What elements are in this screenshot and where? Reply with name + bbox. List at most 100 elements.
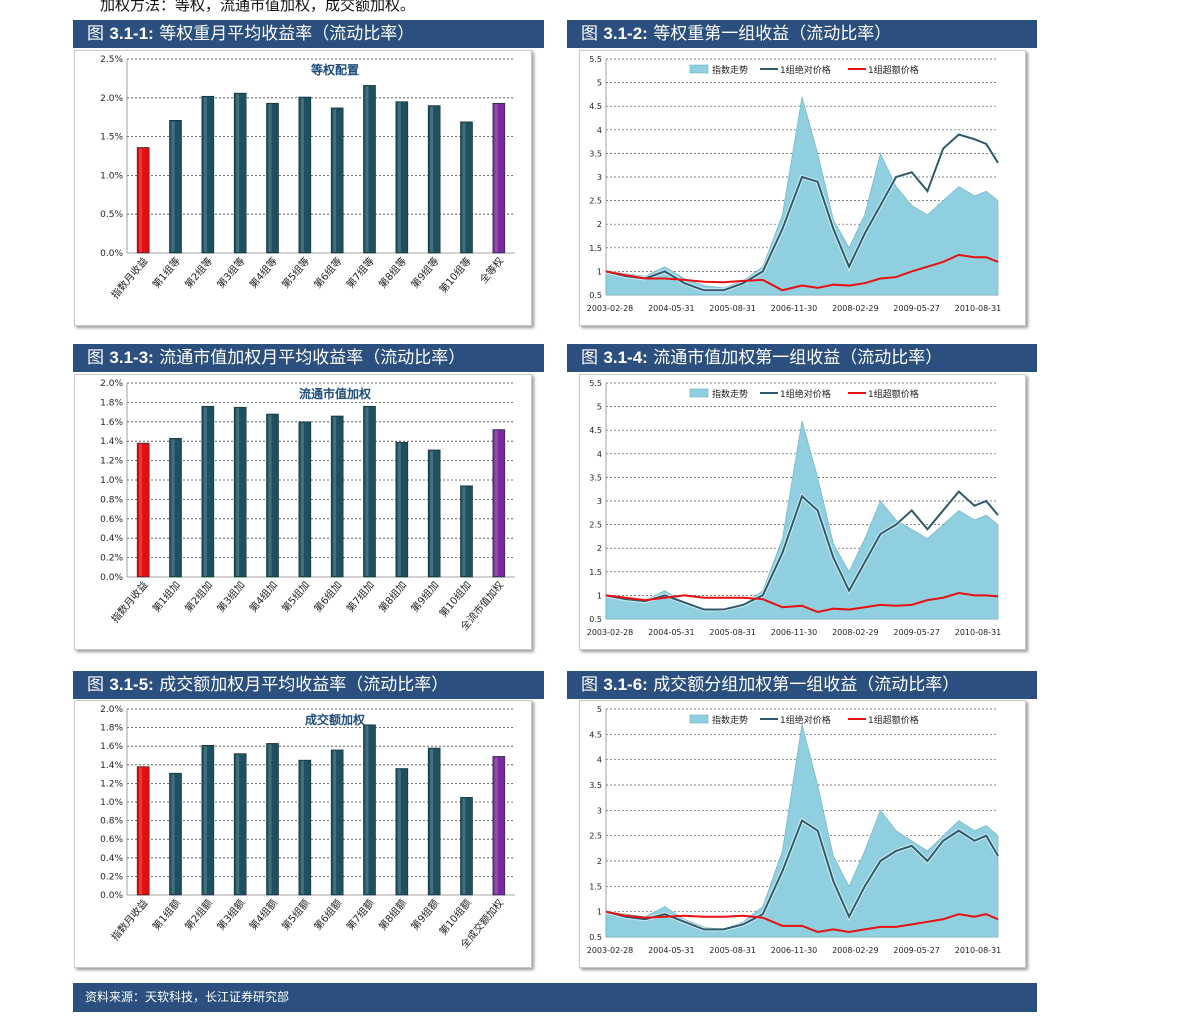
x-tick-label: 2006-11-30: [771, 304, 818, 313]
figure-title: 成交额分组加权第一组收益（流动比率）: [647, 675, 960, 695]
x-tick-label: 第7组加: [343, 579, 376, 615]
y-tick-label: 0.5: [589, 615, 602, 624]
y-tick-label: 1.2%: [100, 779, 123, 789]
bar: [395, 768, 409, 896]
bar: [363, 85, 376, 254]
x-tick-label: 第5组加: [279, 579, 312, 615]
bar: [395, 101, 409, 254]
x-tick-label: 2003-02-28: [587, 304, 634, 313]
bar: [395, 441, 409, 578]
figure-title: 等权重第一组收益（流动比率）: [647, 24, 892, 44]
chart-title: 流通市值加权: [299, 386, 372, 401]
bar-highlight: [268, 744, 272, 894]
bar: [363, 724, 376, 896]
bar-highlight: [494, 104, 498, 252]
y-tick-label: 1.5: [589, 882, 602, 891]
x-tick-label: 第8组加: [376, 579, 409, 615]
bar-highlight: [203, 97, 207, 252]
chart-title: 等权配置: [310, 62, 359, 77]
bar: [460, 121, 473, 254]
y-tick-label: 1.0%: [100, 798, 123, 808]
x-tick-label: 第9组额: [408, 897, 441, 933]
bar-highlight: [365, 86, 369, 252]
bar-highlight: [203, 746, 207, 894]
x-tick-label: 全等权: [477, 255, 506, 286]
bar: [169, 120, 182, 254]
x-tick-label: 第10组额: [436, 897, 473, 938]
x-tick-label: 2008-02-29: [832, 628, 879, 637]
y-tick-label: 2: [597, 220, 602, 229]
x-tick-label: 第7组等: [343, 255, 376, 291]
bar: [492, 102, 506, 254]
line-chart-equal-weight: 0.5 1 1.5 2 2.5 3 3.5 4 4.5 5 5.5 2003-02-28 2004-05…: [587, 55, 1002, 313]
x-tick-label: 指数月收益: [108, 897, 150, 944]
bar: [266, 743, 279, 896]
bar-highlight: [300, 761, 304, 894]
bar: [460, 797, 473, 896]
y-tick-label: 1.6%: [100, 418, 123, 428]
figure-number: 3.1-4:: [603, 348, 648, 367]
figure-header-6: 图 3.1-6: 成交额分组加权第一组收益（流动比率）: [567, 671, 1037, 699]
y-tick-label: 2.0%: [100, 705, 123, 715]
bar-highlight: [365, 407, 369, 576]
bar: [460, 485, 473, 578]
y-tick-label: 1: [597, 591, 602, 600]
bar-highlight: [268, 104, 272, 252]
bar-highlight: [171, 121, 175, 252]
bar-highlight: [397, 443, 401, 576]
y-tick-label: 3: [597, 497, 602, 506]
y-tick-label: 1.0%: [100, 476, 123, 486]
figure-number: 3.1-2:: [603, 24, 648, 43]
y-tick-label: 2.5: [589, 521, 602, 530]
x-tick-label: 2005-08-31: [709, 946, 756, 955]
y-tick-label: 0.0%: [100, 249, 123, 259]
y-tick-label: 0.2%: [100, 554, 123, 564]
y-tick-label: 5.5: [589, 55, 602, 64]
y-tick-label: 1.4%: [100, 761, 123, 771]
y-tick-label: 0.6%: [100, 515, 123, 525]
y-tick-label: 3: [597, 173, 602, 182]
y-tick-label: 0.5: [589, 291, 602, 300]
figure-number: 3.1-6:: [603, 675, 648, 694]
figure-number: 3.1-3:: [109, 348, 154, 367]
bar-highlight: [236, 408, 240, 576]
bar-chart-panel-5: 0.0% 0.2% 0.4% 0.6% 0.8% 1.0% 1.2% 1.4% 1.6% 1.8%…: [74, 700, 532, 968]
bar-highlight: [300, 98, 304, 252]
legend-swatch-area: [689, 714, 709, 724]
x-tick-label: 指数月收益: [108, 579, 150, 626]
y-tick-label: 5: [597, 79, 602, 88]
y-tick-label: 0.5%: [100, 210, 123, 220]
x-tick-label: 第5组额: [279, 897, 312, 933]
bar-highlight: [430, 106, 434, 252]
bar: [492, 756, 506, 896]
bar-highlight: [268, 415, 272, 576]
x-tick-label: 2010-08-31: [955, 304, 1002, 313]
y-tick-label: 1.5: [589, 568, 602, 577]
line-chart-panel-4: 0.5 1 1.5 2 2.5 3 3.5 4 4.5 5 5.5 2003-02-28 2004-05…: [579, 374, 1026, 650]
line-series-excess: [605, 592, 999, 613]
bar-highlight: [203, 407, 207, 576]
x-tick-label: 第10组等: [436, 255, 473, 296]
y-tick-label: 2.5: [589, 197, 602, 206]
y-tick-label: 0.0%: [100, 891, 123, 901]
x-tick-label: 第1组额: [149, 897, 182, 933]
y-tick-label: 2: [597, 544, 602, 553]
legend-label: 1组绝对价格: [780, 64, 831, 76]
x-tick-label: 第5组等: [279, 255, 312, 291]
figure-title: 等权重月平均收益率（流动比率）: [153, 24, 415, 44]
y-tick-label: 1.6%: [100, 742, 123, 752]
line-chart-turnover: 0.5 1 1.5 2 2.5 3 3.5 4 4.5 5 2003-02-28 2004-05-31…: [587, 705, 1002, 955]
x-tick-label: 第7组额: [343, 897, 376, 933]
y-tick-label: 3.5: [589, 473, 602, 482]
bar-highlight: [462, 486, 466, 576]
bar: [298, 96, 312, 254]
figure-title: 流通市值加权第一组收益（流动比率）: [647, 348, 943, 368]
y-tick-label: 2: [597, 857, 602, 866]
bar: [233, 406, 247, 578]
x-tick-label: 指数月收益: [108, 255, 150, 302]
x-tick-label: 2006-11-30: [771, 946, 818, 955]
figure-prefix: 图: [87, 24, 110, 44]
x-tick-label: 第1组加: [149, 579, 182, 615]
x-tick-label: 第9组加: [408, 579, 441, 615]
